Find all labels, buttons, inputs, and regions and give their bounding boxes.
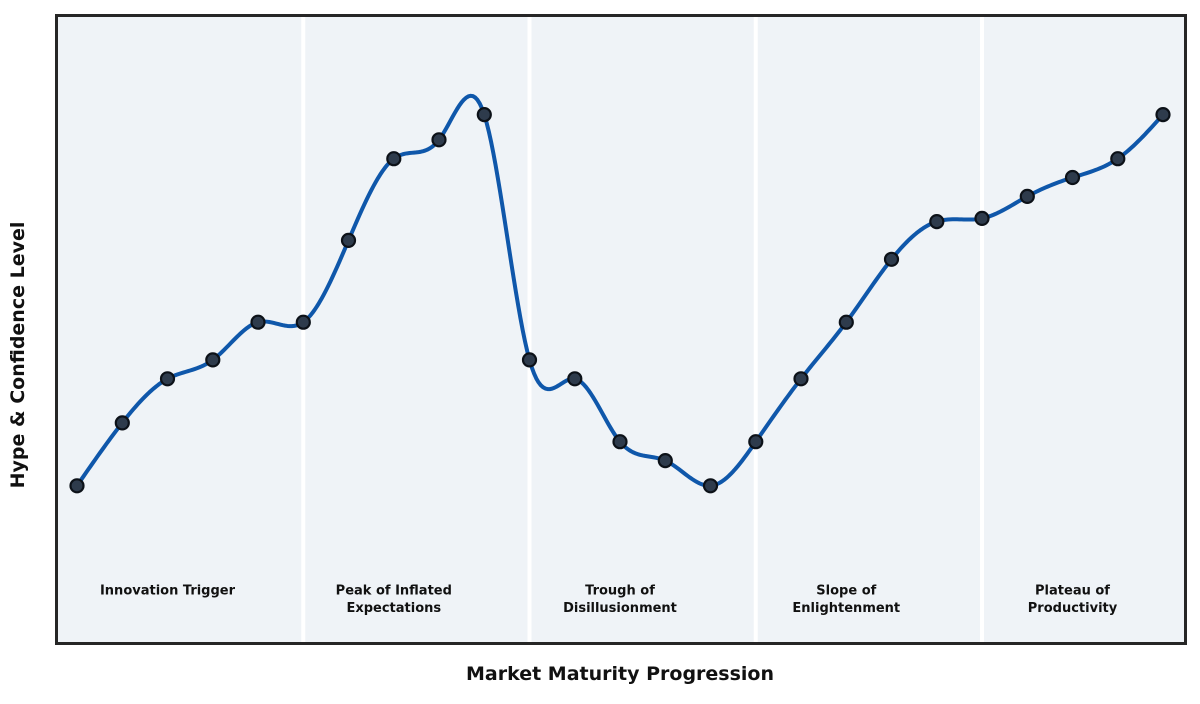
data-point-marker [114, 415, 130, 431]
data-point-marker [295, 314, 311, 330]
data-point-marker [612, 434, 628, 450]
phase-label: Plateau of Productivity [1028, 584, 1118, 617]
x-axis-label: Market Maturity Progression [466, 663, 774, 685]
data-point-marker [69, 478, 85, 494]
data-point-marker [748, 434, 764, 450]
data-point-marker [838, 314, 854, 330]
data-point-marker [657, 453, 673, 469]
data-point-marker [929, 214, 945, 230]
data-point-marker [159, 371, 176, 387]
data-point-marker [883, 251, 900, 267]
data-point-marker [205, 352, 221, 368]
data-point-markers [69, 106, 1171, 494]
phase-separators [301, 17, 984, 642]
data-point-marker [974, 210, 990, 226]
data-point-marker [386, 151, 402, 167]
data-point-marker [1110, 151, 1126, 167]
phase-label: Innovation Trigger [100, 584, 236, 599]
data-point-marker [567, 371, 583, 387]
plot-background [56, 15, 1186, 644]
data-point-marker [1019, 188, 1035, 204]
data-point-marker [793, 371, 809, 387]
y-axis-label: Hype & Confidence Level [7, 222, 29, 489]
data-point-marker [702, 478, 719, 494]
data-point-marker [1064, 169, 1081, 186]
data-point-marker [476, 106, 492, 123]
phase-label: Peak of Inflated Expectations [336, 584, 452, 617]
data-point-marker [521, 352, 538, 368]
phase-labels: Innovation Trigger Peak of Inflated Expect… [100, 584, 1118, 617]
data-point-marker [1155, 106, 1171, 123]
data-point-marker [431, 132, 447, 148]
data-point-marker [340, 232, 357, 248]
phase-label: Slope of Enlightenment [792, 584, 900, 617]
phase-label: Trough of Disillusionment [563, 584, 677, 617]
data-point-marker [250, 314, 266, 330]
plot-border [55, 14, 1187, 645]
